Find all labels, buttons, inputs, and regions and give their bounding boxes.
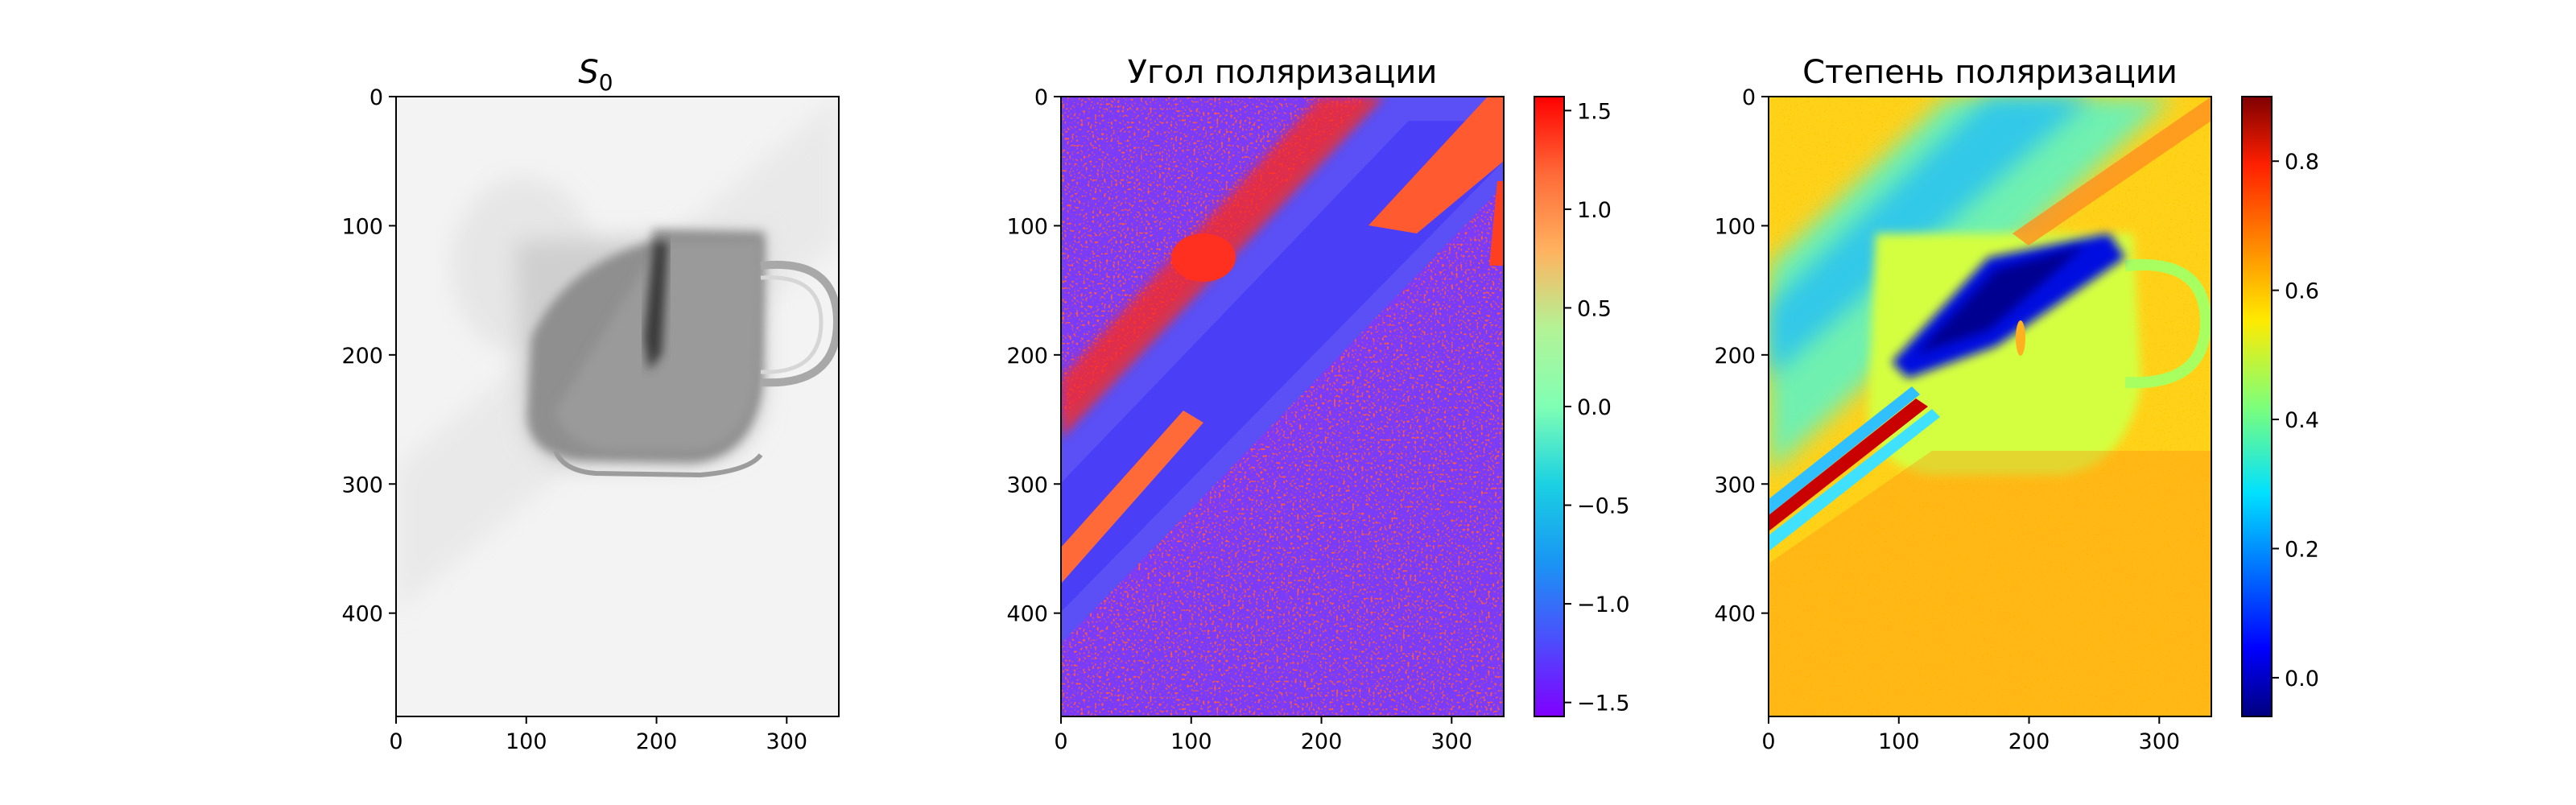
panel-degree: Степень поляризации 0 100 200 300 0 100 200 300… <box>1714 54 2319 754</box>
angle-axes-frame <box>1060 96 1505 717</box>
angle-image <box>1061 97 1504 716</box>
s0-title: S0 <box>578 54 613 96</box>
x-tick-label: 0 <box>1761 729 1775 754</box>
x-tick-label: 300 <box>1431 729 1473 754</box>
colorbar-tick-label: 0.4 <box>2285 408 2319 433</box>
panel-angle: Угол поляризации 0 100 200 300 0 100 200 300 400… <box>1006 54 1629 754</box>
x-tick-label: 200 <box>636 729 678 754</box>
x-tick-label: 300 <box>766 729 808 754</box>
x-tick-label: 100 <box>1878 729 1920 754</box>
colorbar-tick-label: −0.5 <box>1577 494 1630 519</box>
colorbar-tick-label: 0.0 <box>2285 667 2319 691</box>
x-tick-label: 0 <box>1054 729 1067 754</box>
y-tick-label: 300 <box>341 473 383 497</box>
y-tick-label: 200 <box>341 344 383 369</box>
colorbar-tick-label: −1.5 <box>1577 691 1630 716</box>
x-tick-label: 100 <box>506 729 547 754</box>
x-tick-label: 200 <box>2008 729 2050 754</box>
s0-ticks: 0 100 200 300 0 100 200 300 400 <box>341 85 807 754</box>
degree-title: Степень поляризации <box>1802 54 2178 91</box>
y-tick-label: 100 <box>1714 214 1756 239</box>
angle-colorbar-ticks: 1.5 1.0 0.5 0.0 −0.5 −1.0 −1.5 <box>1564 99 1630 716</box>
x-tick-label: 200 <box>1301 729 1343 754</box>
s0-axes-frame <box>395 96 840 717</box>
x-tick-label: 300 <box>2139 729 2181 754</box>
s0-image <box>396 97 839 716</box>
angle-ticks: 0 100 200 300 0 100 200 300 400 <box>1006 85 1472 754</box>
y-tick-label: 400 <box>1006 602 1048 627</box>
degree-colorbar-ticks: 0.8 0.6 0.4 0.2 0.0 <box>2272 150 2319 691</box>
colorbar-tick-label: 0.2 <box>2285 537 2319 562</box>
colorbar-tick-label: −1.0 <box>1577 592 1630 617</box>
colorbar-tick-label: 0.0 <box>1577 395 1612 420</box>
y-tick-label: 100 <box>341 214 383 239</box>
y-tick-label: 300 <box>1006 473 1048 497</box>
y-tick-label: 100 <box>1006 214 1048 239</box>
x-tick-label: 100 <box>1170 729 1212 754</box>
x-tick-label: 0 <box>389 729 402 754</box>
degree-ticks: 0 100 200 300 0 100 200 300 400 <box>1714 85 2180 754</box>
angle-colorbar <box>1534 96 1565 717</box>
colorbar-tick-label: 1.5 <box>1577 99 1612 124</box>
degree-axes-frame <box>1768 96 2212 717</box>
degree-image <box>1769 97 2211 716</box>
colorbar-tick-label: 1.0 <box>1577 198 1612 223</box>
y-tick-label: 400 <box>341 602 383 627</box>
colorbar-tick-label: 0.5 <box>1577 296 1612 321</box>
degree-colorbar <box>2241 96 2273 717</box>
angle-title: Угол поляризации <box>1128 54 1438 91</box>
y-tick-label: 0 <box>369 85 383 110</box>
y-tick-label: 200 <box>1714 344 1756 369</box>
colorbar-tick-label: 0.8 <box>2285 150 2319 175</box>
y-tick-label: 0 <box>1742 85 1756 110</box>
y-tick-label: 300 <box>1714 473 1756 497</box>
y-tick-label: 0 <box>1034 85 1048 110</box>
colorbar-tick-label: 0.6 <box>2285 279 2319 304</box>
panel-s0: S0 0 100 200 300 0 100 200 300 400 <box>341 54 840 754</box>
y-tick-label: 400 <box>1714 602 1756 627</box>
y-tick-label: 200 <box>1006 344 1048 369</box>
